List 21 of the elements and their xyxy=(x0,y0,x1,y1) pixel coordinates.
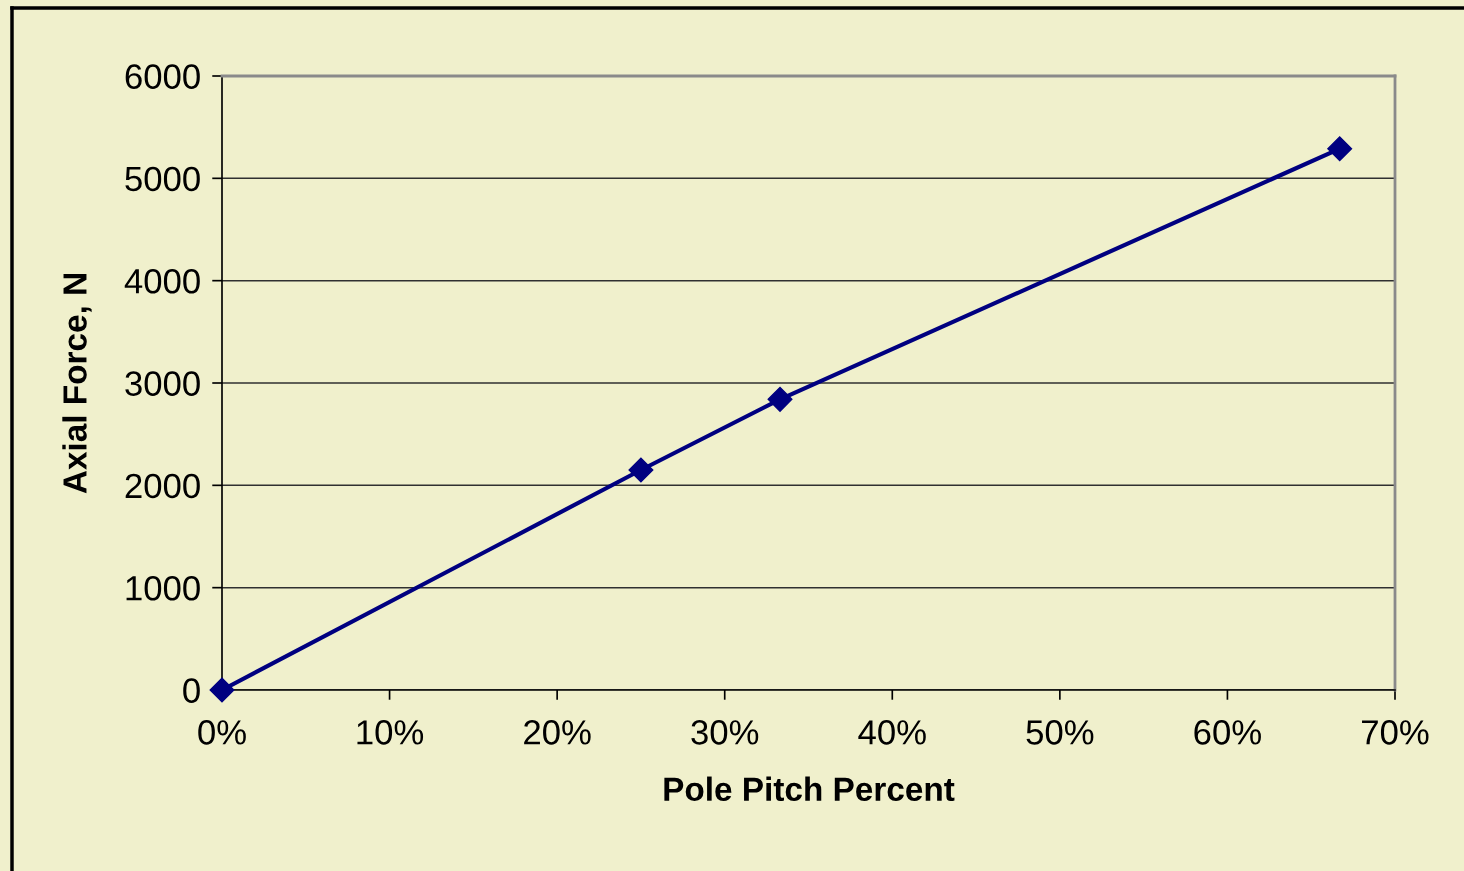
x-tick-label: 40% xyxy=(858,720,926,745)
x-tick-label: 30% xyxy=(691,720,759,745)
point xyxy=(209,677,235,703)
x-tick-label: 10% xyxy=(357,720,424,745)
y-tick-label: 1000 xyxy=(126,576,200,601)
point xyxy=(767,386,793,412)
point xyxy=(628,457,654,483)
y-tick-label: 4000 xyxy=(124,269,200,294)
x-tick-label: 0% xyxy=(198,720,246,745)
x-axis-title: Pole Pitch Percent xyxy=(664,776,955,802)
y-axis-title: Axial Force, N xyxy=(62,274,92,494)
x-tick-label: 60% xyxy=(1194,720,1261,745)
x-tick-label: 70% xyxy=(1362,720,1429,745)
x-tick-label: 20% xyxy=(524,720,591,745)
y-tick-label: 2000 xyxy=(125,473,200,499)
x-tick-label: 50% xyxy=(1026,720,1094,745)
y-tick-label: 6000 xyxy=(125,64,200,89)
y-tick-label: 0 xyxy=(183,678,200,703)
point xyxy=(1327,136,1353,162)
y-tick-label: 3000 xyxy=(125,371,200,396)
y-tick-label: 5000 xyxy=(125,166,200,192)
